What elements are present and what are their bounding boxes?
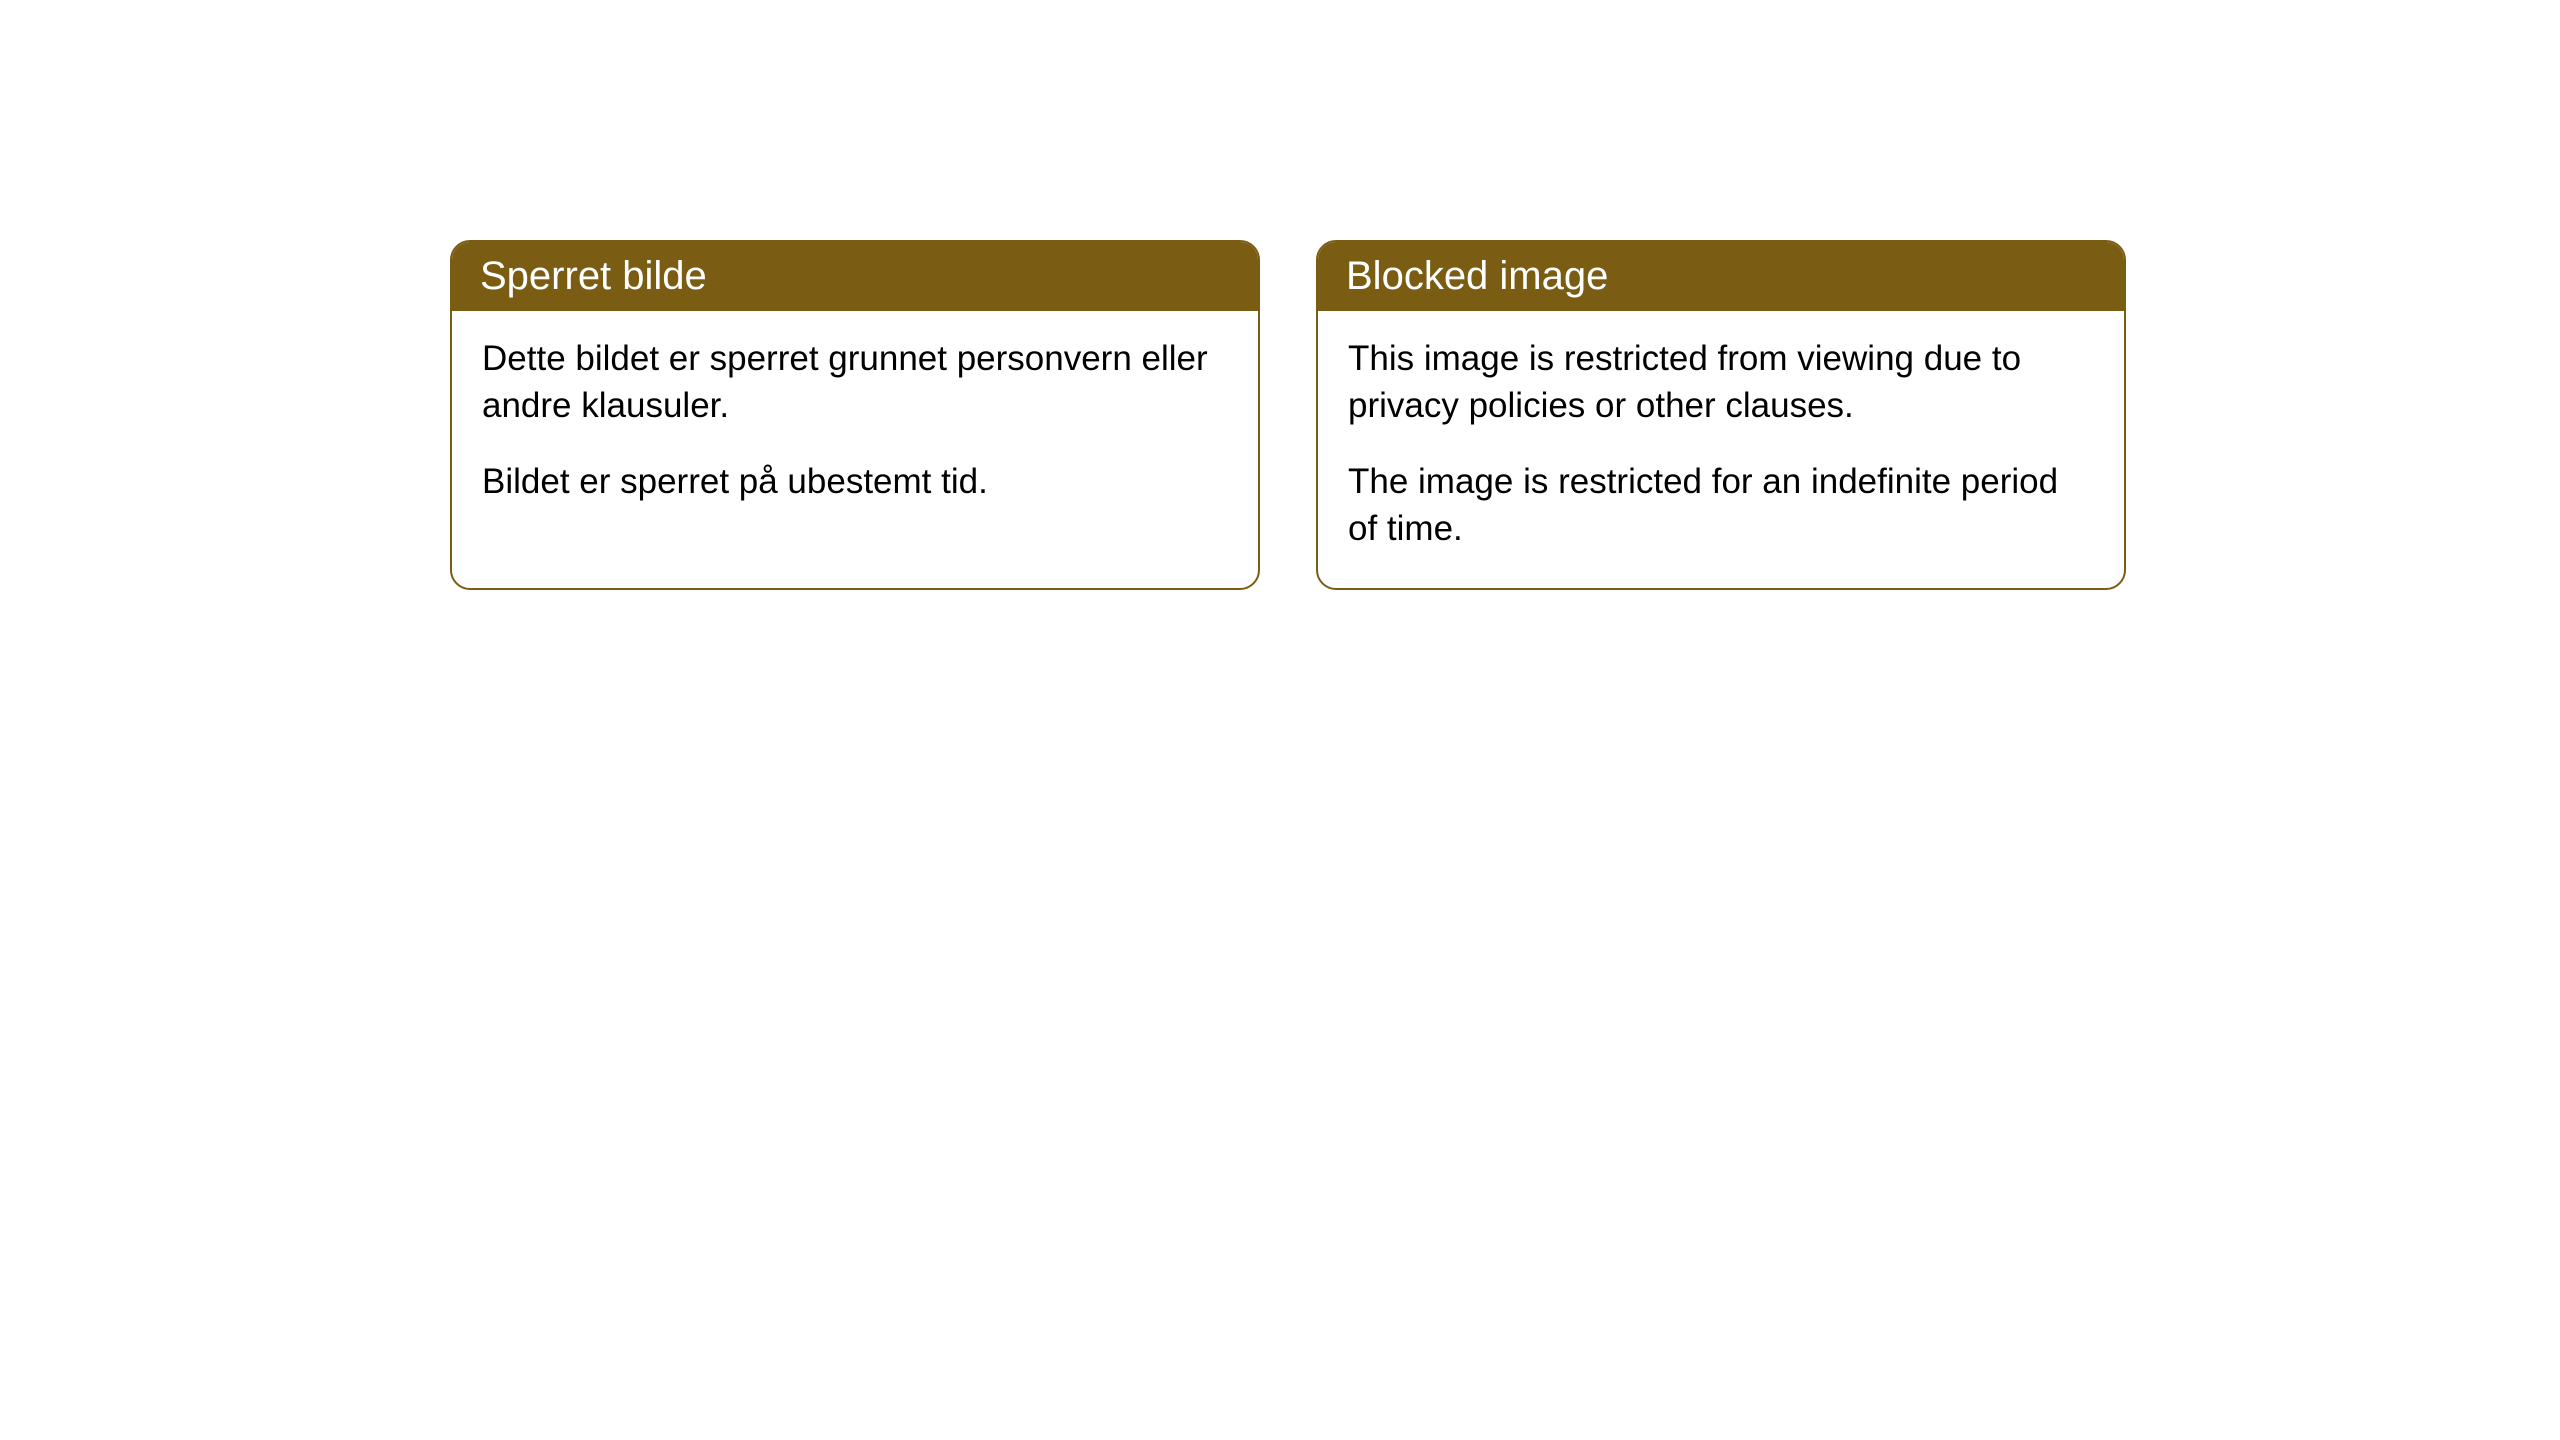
card-paragraph: This image is restricted from viewing du… <box>1348 335 2094 430</box>
notice-card-english: Blocked image This image is restricted f… <box>1316 240 2126 590</box>
card-body: Dette bildet er sperret grunnet personve… <box>452 311 1258 541</box>
notice-card-norwegian: Sperret bilde Dette bildet er sperret gr… <box>450 240 1260 590</box>
card-title: Sperret bilde <box>480 254 707 298</box>
card-title: Blocked image <box>1346 254 1608 298</box>
card-header: Sperret bilde <box>452 242 1258 311</box>
notice-container: Sperret bilde Dette bildet er sperret gr… <box>450 240 2126 590</box>
card-body: This image is restricted from viewing du… <box>1318 311 2124 588</box>
card-paragraph: Dette bildet er sperret grunnet personve… <box>482 335 1228 430</box>
card-header: Blocked image <box>1318 242 2124 311</box>
card-paragraph: Bildet er sperret på ubestemt tid. <box>482 458 1228 505</box>
card-paragraph: The image is restricted for an indefinit… <box>1348 458 2094 553</box>
